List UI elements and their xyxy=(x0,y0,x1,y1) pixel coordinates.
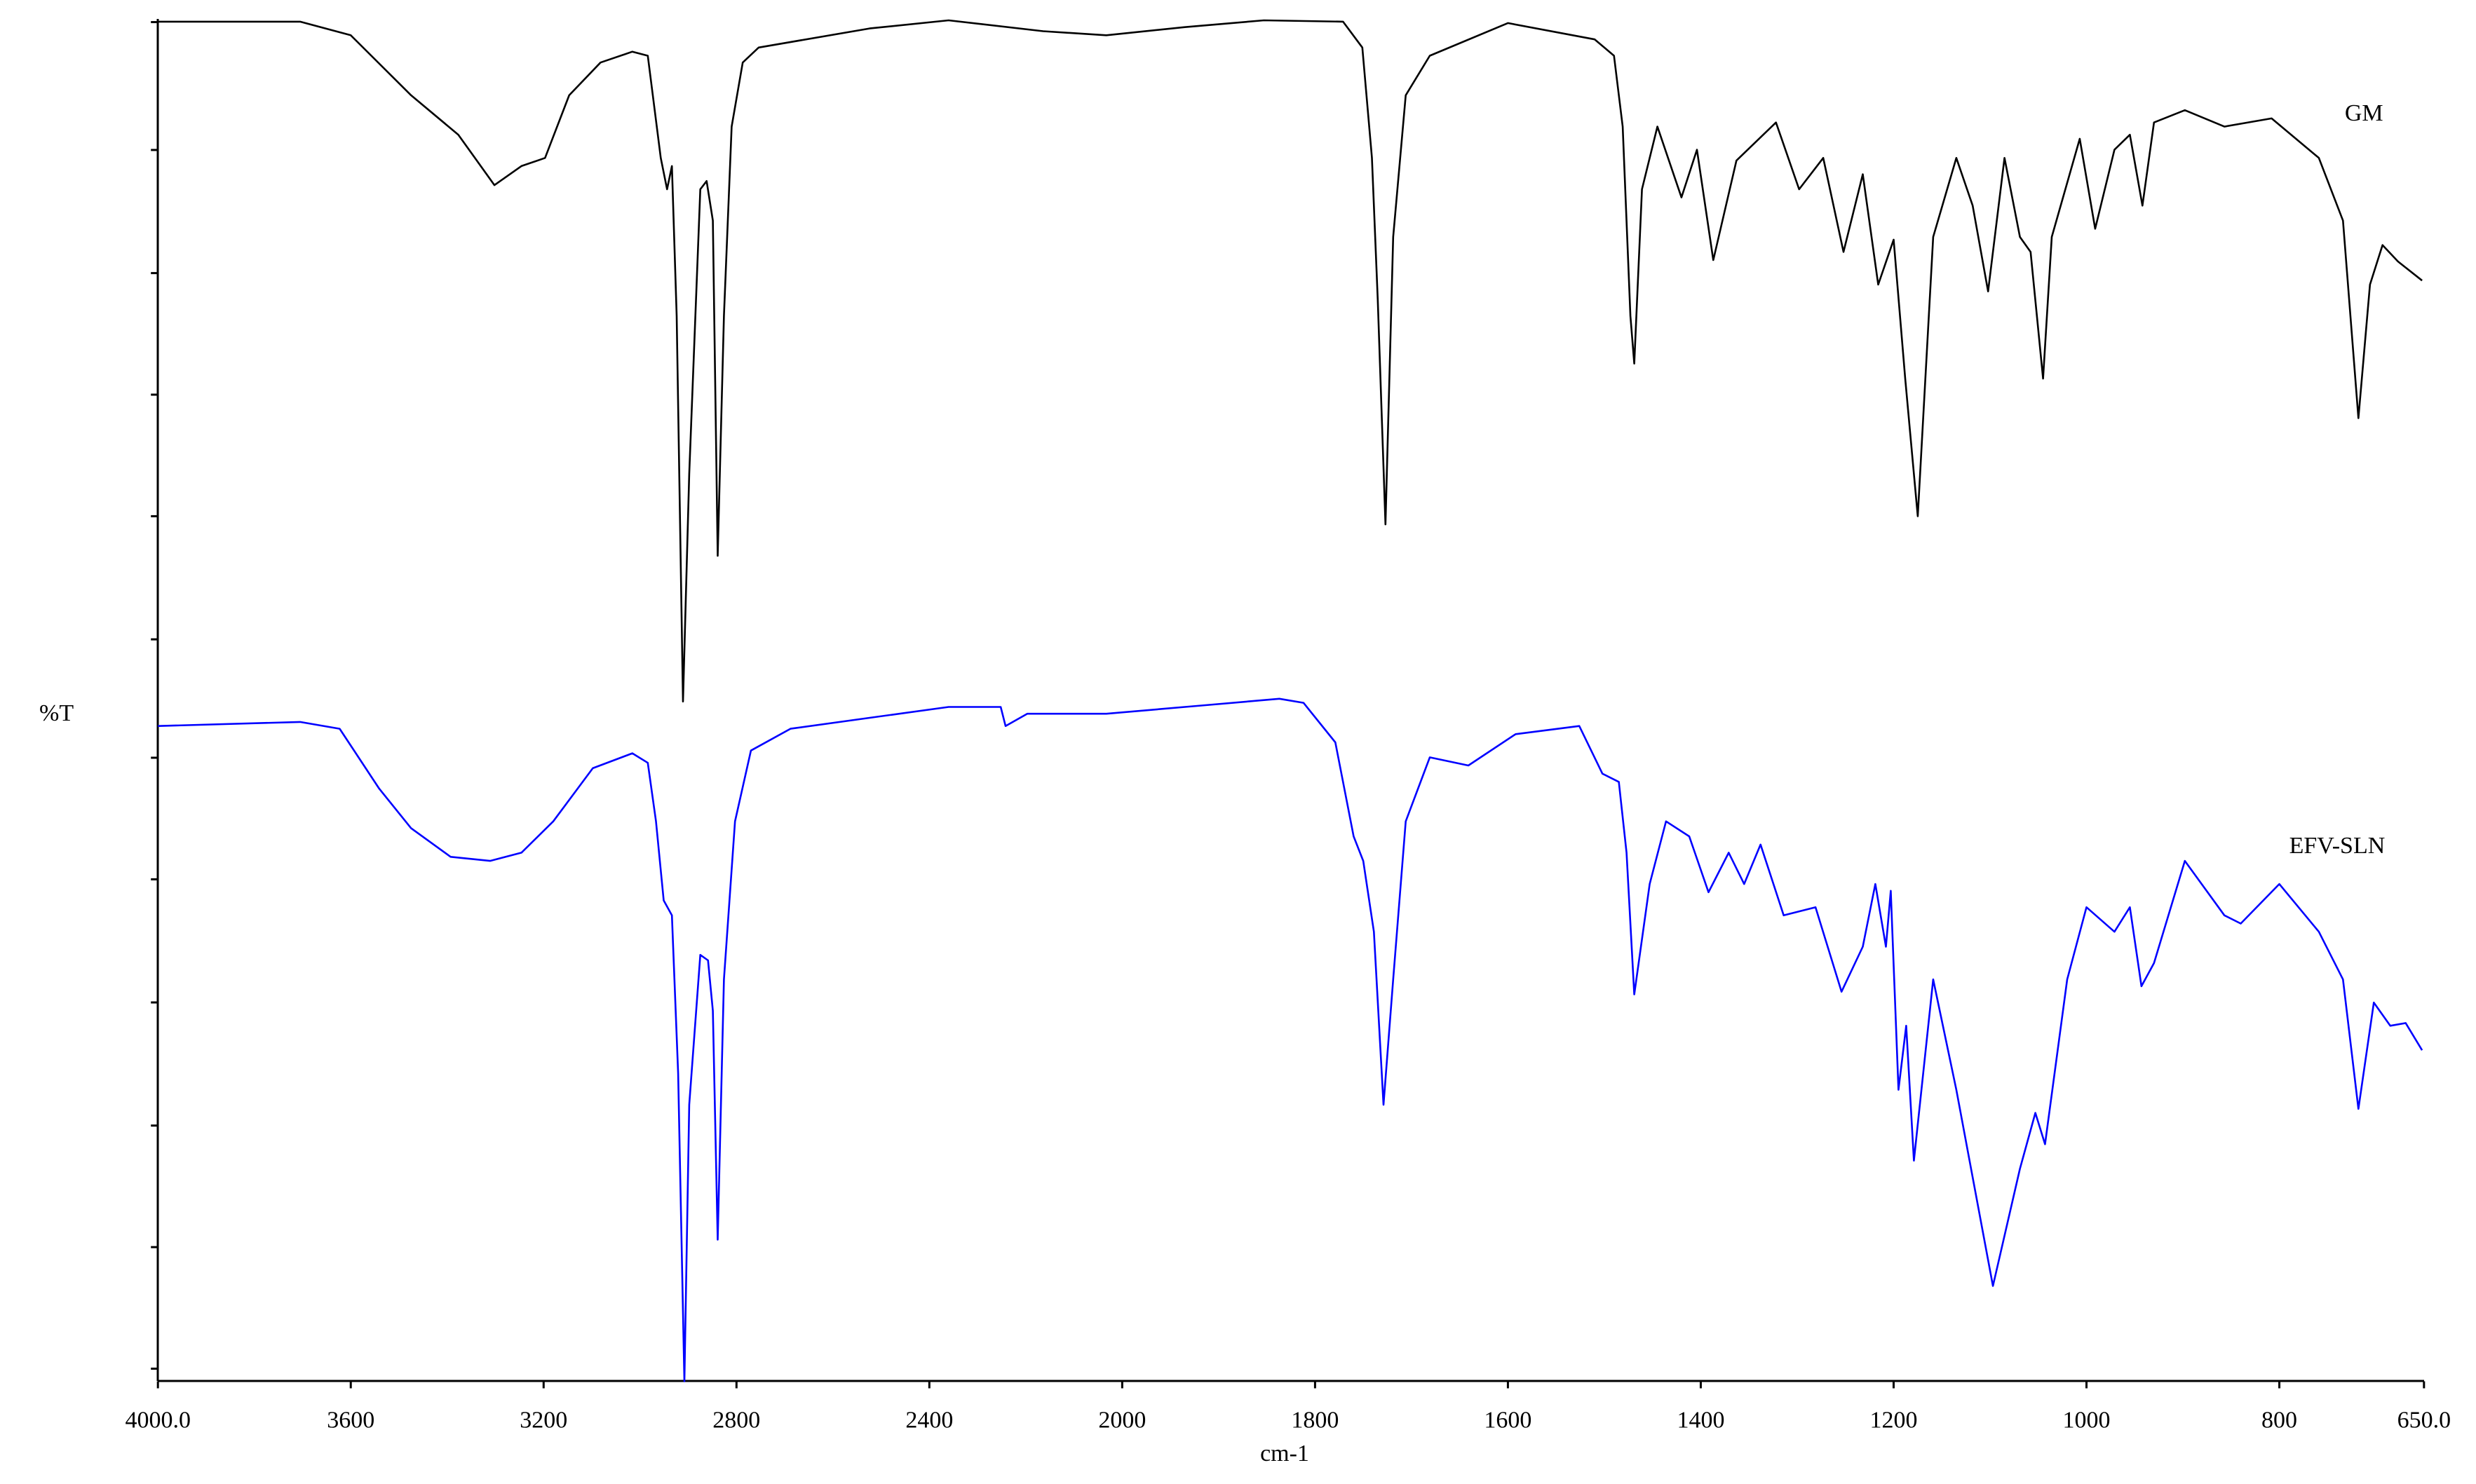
x-tick-label: 2000 xyxy=(1098,1407,1146,1433)
x-tick-label: 1000 xyxy=(2063,1407,2111,1433)
series-label: EFV-SLN xyxy=(2289,833,2386,859)
spectrum-line xyxy=(158,697,2423,1382)
x-tick-label: 2400 xyxy=(905,1407,953,1433)
spectrum-line xyxy=(158,19,2423,702)
x-tick-label: 2800 xyxy=(712,1407,760,1433)
x-tick-label: 3600 xyxy=(327,1407,374,1433)
x-tick-label: 3200 xyxy=(520,1407,567,1433)
x-tick-label: 1600 xyxy=(1484,1407,1531,1433)
x-axis-label: cm-1 xyxy=(1260,1441,1309,1466)
x-tick-label: 4000.0 xyxy=(125,1407,191,1433)
x-tick-label: 800 xyxy=(2261,1407,2297,1433)
x-tick-label: 1800 xyxy=(1291,1407,1339,1433)
x-tick-label: 1200 xyxy=(1869,1407,1917,1433)
x-tick-label: 1400 xyxy=(1677,1407,1724,1433)
y-axis-label: %T xyxy=(39,700,74,726)
x-tick-label: 650.0 xyxy=(2397,1407,2451,1433)
axes xyxy=(151,19,2424,1382)
series-label: GM xyxy=(2345,100,2383,126)
